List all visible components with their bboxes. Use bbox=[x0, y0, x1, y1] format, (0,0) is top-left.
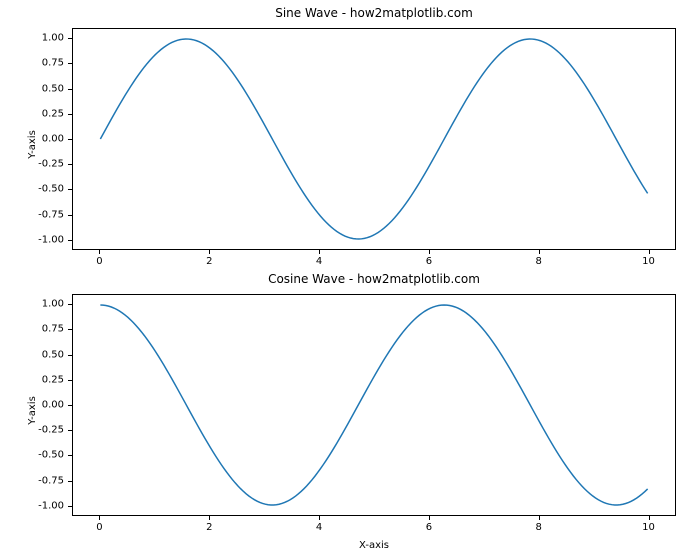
xtick-label: 0 bbox=[96, 522, 102, 533]
xtick-mark bbox=[209, 516, 210, 520]
xtick-mark bbox=[99, 516, 100, 520]
ytick-label: 0.50 bbox=[42, 349, 64, 360]
xtick-label: 4 bbox=[316, 522, 322, 533]
ytick-label: -0.50 bbox=[38, 450, 64, 461]
ytick-label: -0.25 bbox=[38, 425, 64, 436]
subplot-cosine: Cosine Wave - how2matplotlib.com Y-axis … bbox=[0, 0, 700, 560]
ytick-mark bbox=[68, 355, 72, 356]
xtick-label: 2 bbox=[206, 522, 212, 533]
ytick-mark bbox=[68, 380, 72, 381]
ytick-label: -1.00 bbox=[38, 500, 64, 511]
figure: Sine Wave - how2matplotlib.com Y-axis 02… bbox=[0, 0, 700, 560]
xtick-label: 6 bbox=[426, 522, 432, 533]
xtick-mark bbox=[649, 516, 650, 520]
ytick-label: 0.00 bbox=[42, 400, 64, 411]
ytick-mark bbox=[68, 481, 72, 482]
ytick-mark bbox=[68, 304, 72, 305]
cosine-curve-svg bbox=[73, 295, 675, 515]
xtick-label: 8 bbox=[536, 522, 542, 533]
ytick-label: -0.75 bbox=[38, 475, 64, 486]
y-axis-label-cosine: Y-axis bbox=[27, 396, 38, 425]
ytick-mark bbox=[68, 506, 72, 507]
ytick-mark bbox=[68, 430, 72, 431]
x-axis-label-cosine: X-axis bbox=[359, 540, 389, 551]
xtick-mark bbox=[429, 516, 430, 520]
plot-title-cosine: Cosine Wave - how2matplotlib.com bbox=[268, 272, 480, 286]
ytick-label: 1.00 bbox=[42, 299, 64, 310]
ytick-mark bbox=[68, 329, 72, 330]
ytick-mark bbox=[68, 405, 72, 406]
ytick-label: 0.25 bbox=[42, 374, 64, 385]
ytick-label: 0.75 bbox=[42, 324, 64, 335]
plot-area-cosine bbox=[72, 294, 676, 516]
xtick-mark bbox=[319, 516, 320, 520]
cosine-curve bbox=[100, 305, 647, 505]
xtick-mark bbox=[539, 516, 540, 520]
ytick-mark bbox=[68, 455, 72, 456]
xtick-label: 10 bbox=[642, 522, 655, 533]
